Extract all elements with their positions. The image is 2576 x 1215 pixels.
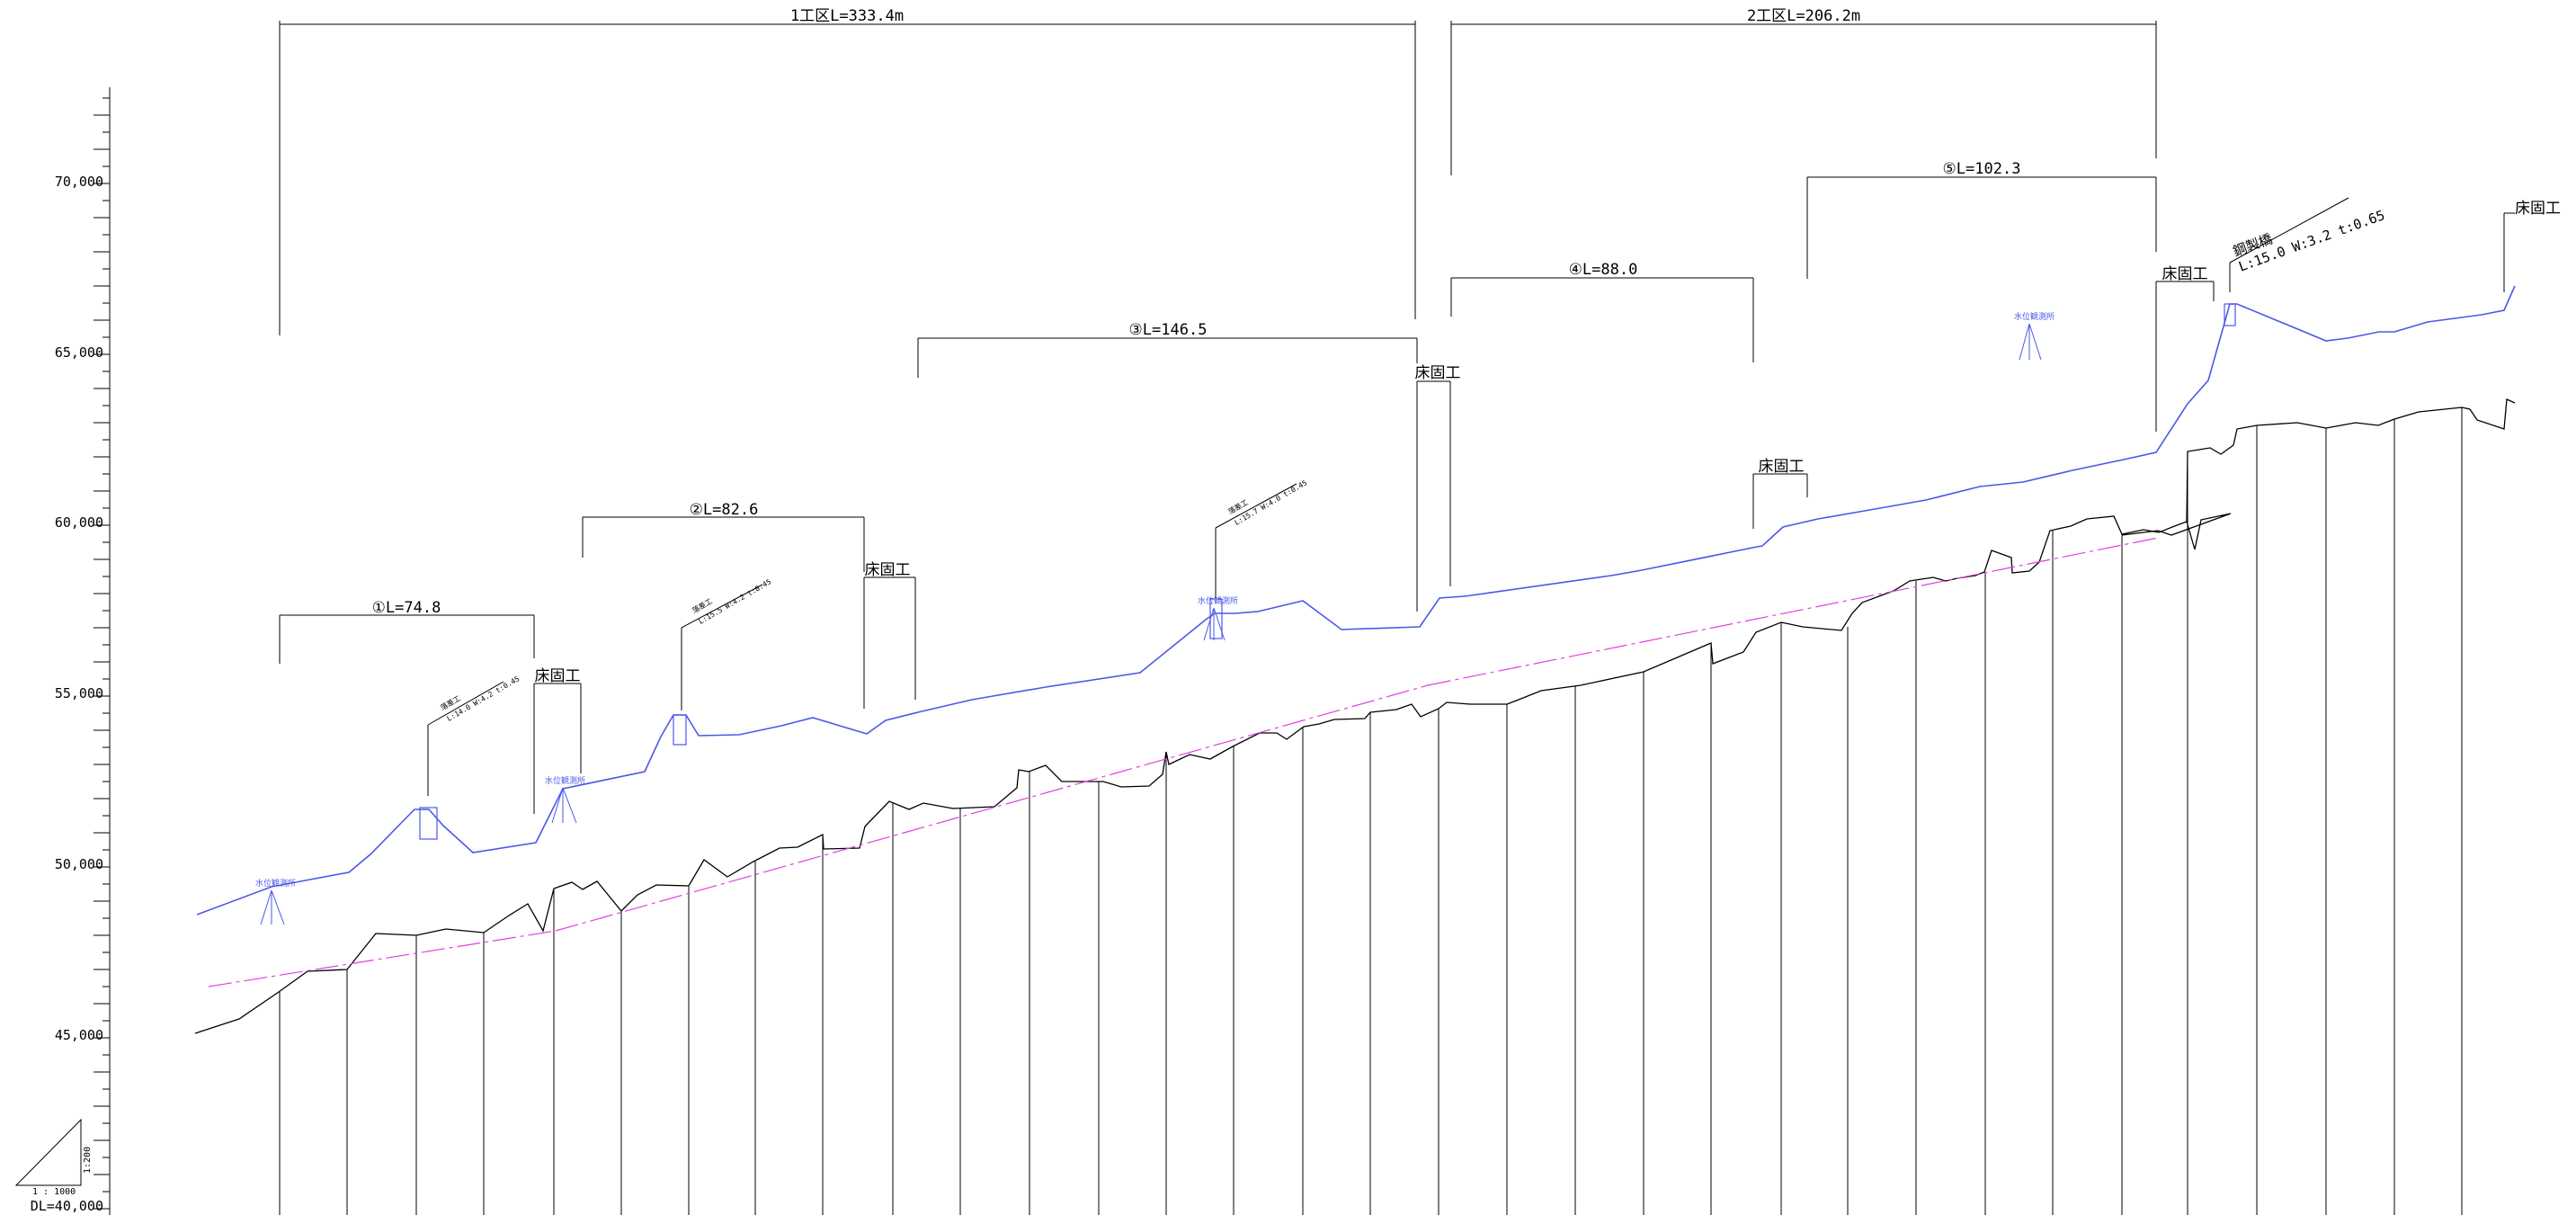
- work-zone-1-label: 1工区L=333.4m: [790, 7, 904, 25]
- datum-label: DL=40,000: [31, 1198, 103, 1214]
- bridge-leader: [2229, 197, 2349, 292]
- station-lines: [279, 407, 2463, 1215]
- section-4-label: ④L=88.0: [1569, 261, 1638, 279]
- planned-bed-line: [196, 285, 2516, 916]
- section-3-dimension: [917, 337, 1418, 378]
- elevation-label-60: 60,000: [55, 514, 103, 531]
- drop-structure-leader-2: [681, 584, 763, 710]
- bed-work-bracket-4: [1752, 473, 1808, 529]
- drop-structure-leader-1: [427, 681, 504, 796]
- bed-work-label-4: 床固工: [1759, 458, 1805, 476]
- bed-work-bracket-2: [863, 576, 916, 709]
- work-zone-2-dimension: [1450, 21, 2157, 175]
- section-1-label: ①L=74.8: [372, 599, 441, 617]
- water-gauge-label-4: 水位観測所: [2014, 311, 2055, 322]
- water-gauge-4: [2019, 323, 2042, 361]
- elevation-label-65: 65,000: [55, 344, 103, 361]
- drop-structure-leader-3: [1215, 483, 1297, 598]
- section-4-dimension: [1450, 277, 1754, 362]
- section-2-label: ②L=82.6: [690, 501, 759, 519]
- water-gauge-label-2: 水位観測所: [545, 775, 585, 786]
- bed-work-label-1: 床固工: [535, 667, 581, 685]
- water-gauge-label-1: 水位観測所: [255, 878, 296, 889]
- water-gauge-2: [551, 787, 577, 824]
- elevation-label-70: 70,000: [55, 174, 103, 190]
- section-5-label: ⑤L=102.3: [1943, 160, 2021, 178]
- elevation-label-55: 55,000: [55, 685, 103, 701]
- design-grade-line: [208, 537, 2159, 987]
- water-gauge-3: [1203, 607, 1226, 641]
- bed-work-bracket-6: [2503, 212, 2515, 292]
- bed-work-label-6: 床固工: [2515, 200, 2561, 218]
- bed-work-label-5: 床固工: [2162, 265, 2208, 283]
- scale-triangle: 1 : 1000 1:200: [14, 1118, 93, 1197]
- drop-structure-blocks: [419, 303, 2236, 840]
- elevation-axis-labels: 70,000 65,000 60,000 55,000 50,000 45,00…: [31, 174, 103, 1214]
- section-3-label: ③L=146.5: [1129, 321, 1208, 339]
- elevation-axis: [94, 87, 111, 1215]
- bed-work-bracket-1: [533, 683, 582, 814]
- horizontal-scale-label: 1 : 1000: [32, 1187, 76, 1197]
- water-gauge-label-3: 水位観測所: [1198, 595, 1238, 606]
- work-zone-1-dimension: [279, 21, 1416, 335]
- work-zone-2-label: 2工区L=206.2m: [1747, 7, 1860, 25]
- section-1-dimension: [279, 614, 535, 664]
- elevation-label-50: 50,000: [55, 856, 103, 872]
- section-2-dimension: [582, 516, 865, 572]
- elevation-label-45: 45,000: [55, 1027, 103, 1043]
- vertical-scale-label: 1:200: [83, 1147, 93, 1174]
- existing-ground-line: [194, 513, 2232, 1034]
- existing-ground-line-upstream: [2186, 398, 2516, 523]
- water-gauge-1: [260, 889, 285, 925]
- bed-work-bracket-3: [1416, 380, 1451, 612]
- bed-work-label-3: 床固工: [1415, 364, 1461, 382]
- bed-work-bracket-5: [2155, 281, 2215, 432]
- bed-work-label-2: 床固工: [865, 561, 911, 579]
- section-5-dimension: [1806, 176, 2157, 279]
